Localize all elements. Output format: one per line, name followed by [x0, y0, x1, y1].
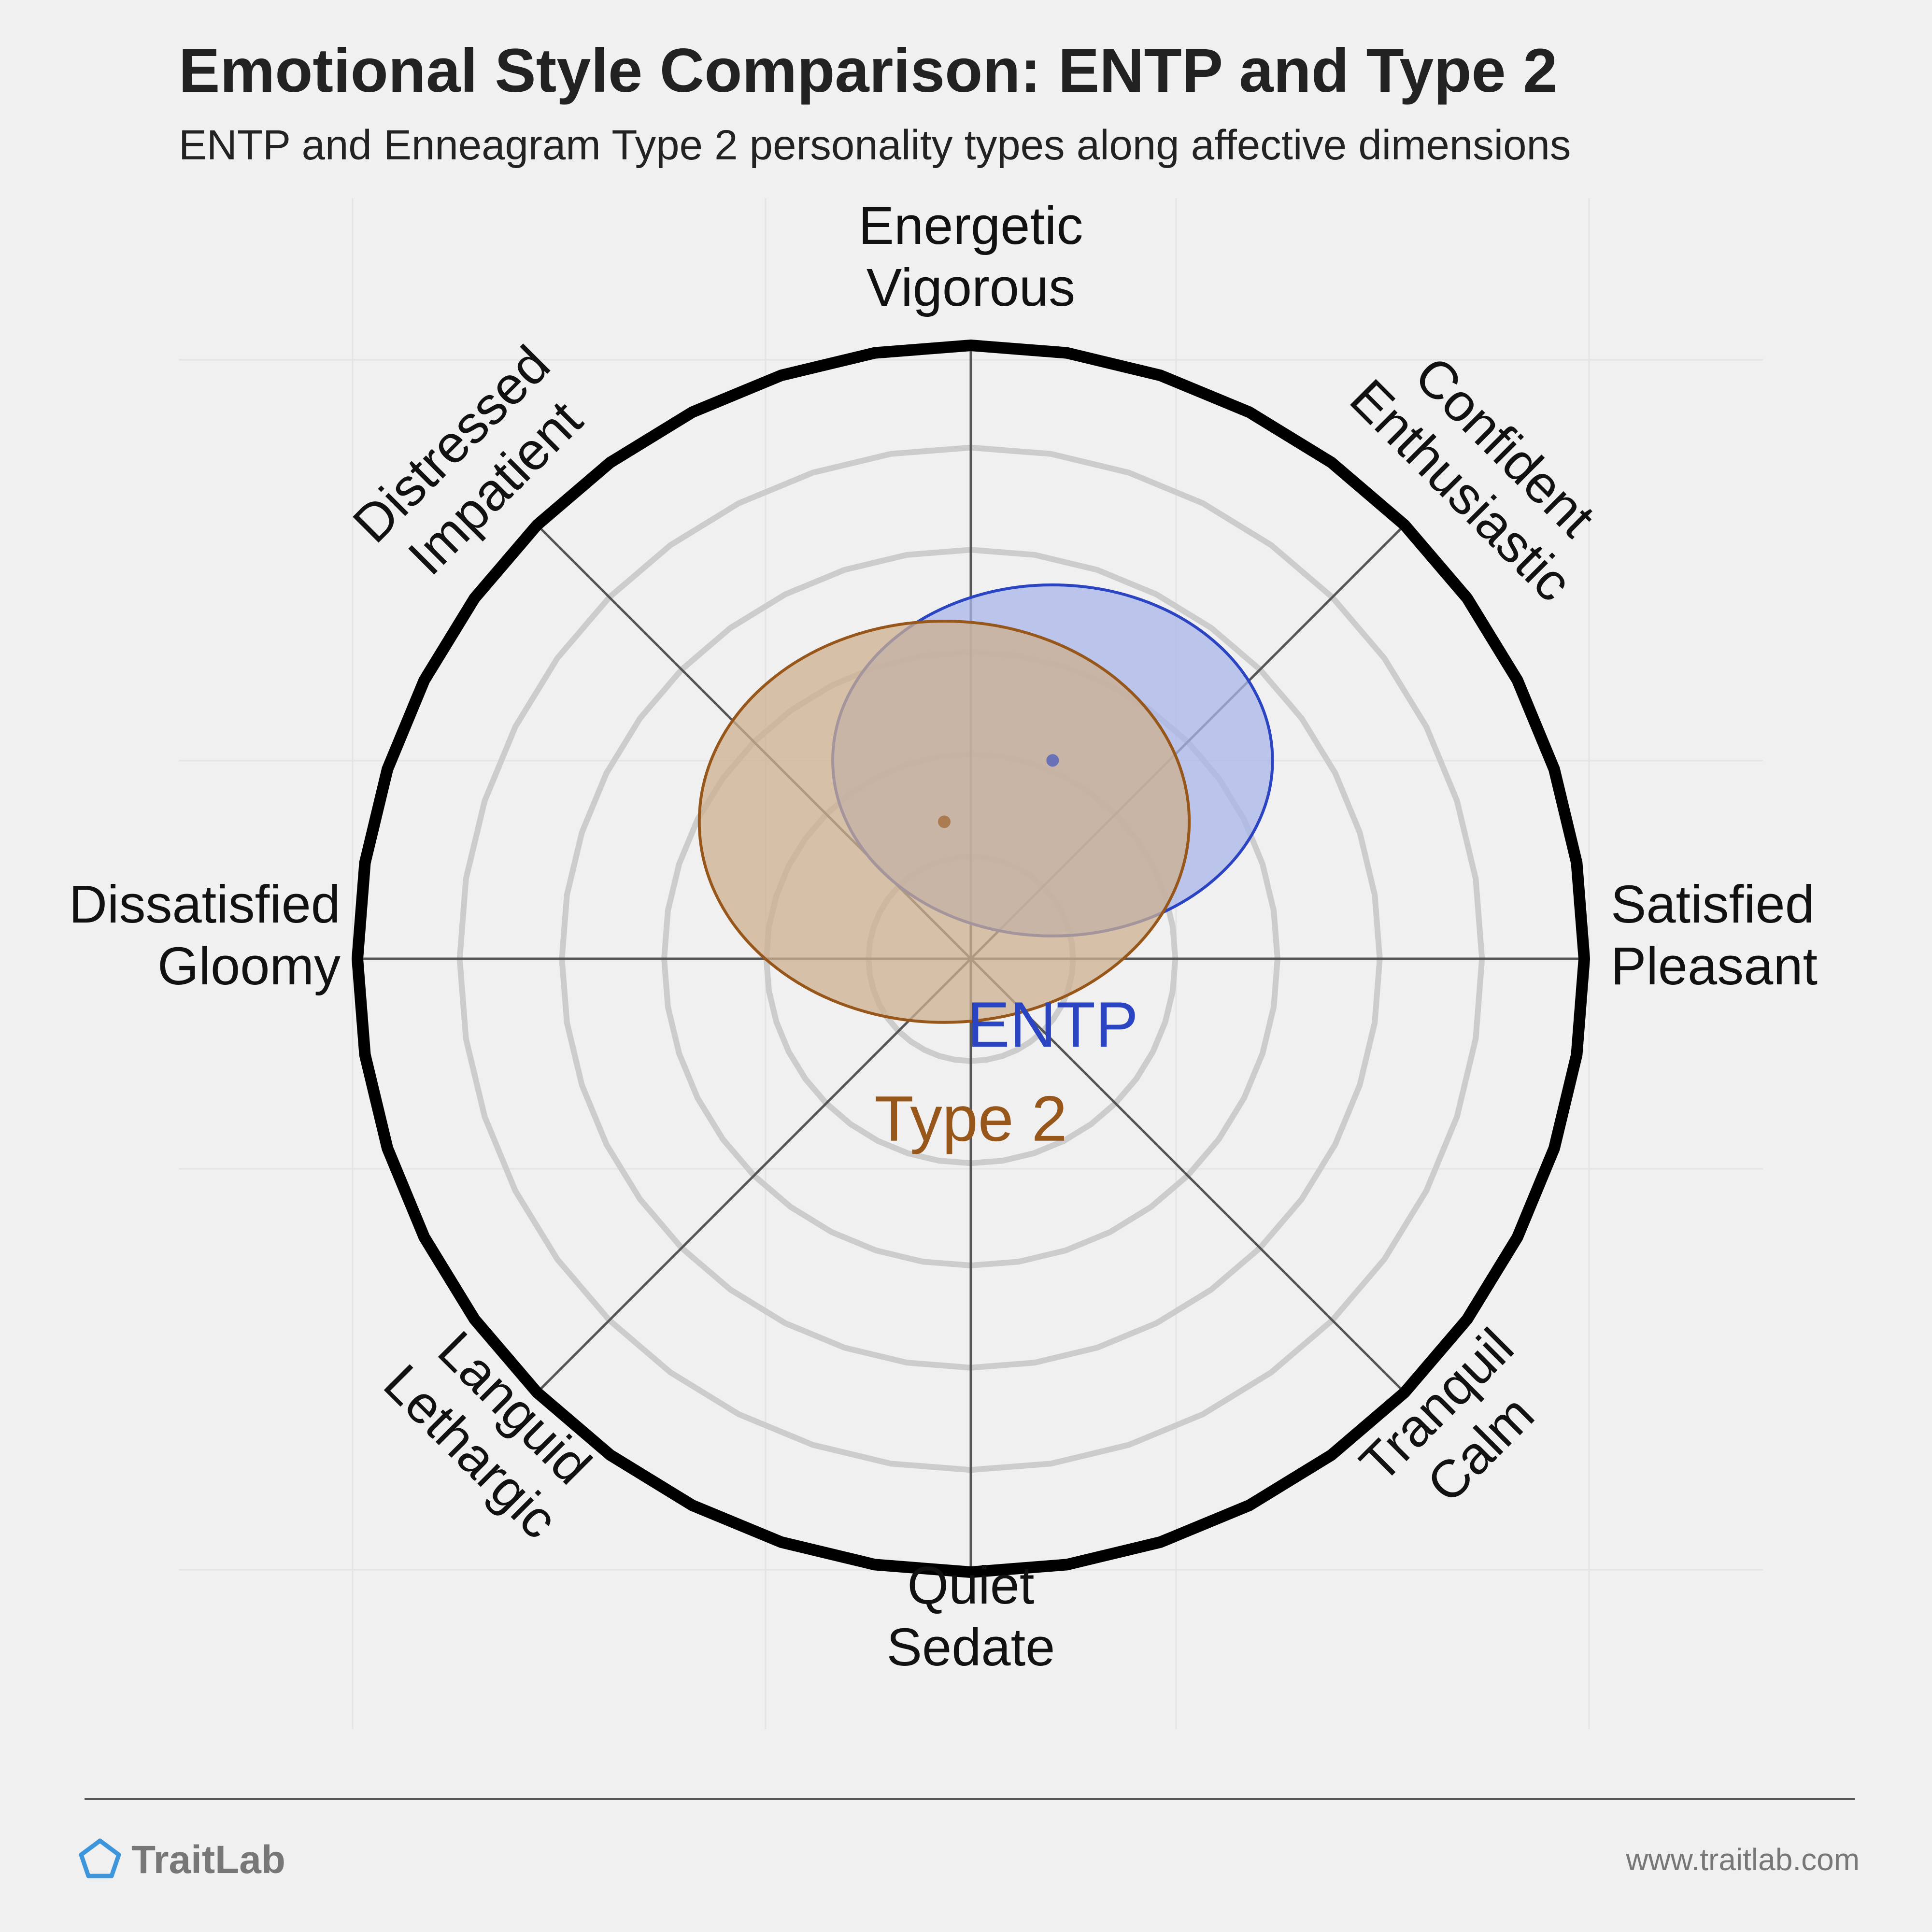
- axis-label-bottom-right: TranquilCalm: [1349, 1317, 1569, 1537]
- outer-ring-path: [352, 340, 1590, 1578]
- footer-brand: TraitLab: [131, 1838, 285, 1882]
- outer-ring: [352, 340, 1590, 1578]
- axis-label-right: Satisfied Pleasant: [1611, 875, 1818, 996]
- axis-label-line: Sedate: [887, 1618, 1055, 1677]
- axis-label-bottom-left: LanguidLethargic: [372, 1309, 612, 1549]
- axis-label-line: Dissatisfied: [69, 875, 341, 934]
- series-ellipses: [697, 583, 1274, 1024]
- axis-label-line: Satisfied: [1611, 875, 1815, 934]
- axis-label-top-right: ConfidentEnthusiastic: [1339, 324, 1627, 612]
- series-labels: ENTP Type 2: [874, 989, 1138, 1155]
- series-point-type-2: [938, 815, 951, 828]
- traitlab-logo-icon: [79, 1838, 121, 1878]
- axis-label-top: Energetic Vigorous: [859, 196, 1083, 317]
- axis-label-top-left: DistressedImpatient: [341, 334, 605, 597]
- axis-label-bottom: Quiet Sedate: [887, 1556, 1055, 1677]
- series-point-entp: [1046, 754, 1059, 767]
- series-points: [938, 754, 1059, 828]
- chart-subtitle: ENTP and Enneagram Type 2 personality ty…: [179, 122, 1571, 169]
- axis-label-line: Vigorous: [867, 258, 1075, 317]
- axis-label-line: Energetic: [859, 196, 1083, 256]
- axis-label-line: Pleasant: [1611, 937, 1818, 996]
- chart-title: Emotional Style Comparison: ENTP and Typ…: [179, 36, 1557, 105]
- axis-label-line: Quiet: [908, 1556, 1035, 1615]
- footer-url: www.traitlab.com: [1625, 1842, 1860, 1877]
- axis-label-left: Dissatisfied Gloomy: [69, 875, 341, 996]
- series-label-type-2: Type 2: [874, 1083, 1067, 1155]
- series-label-entp: ENTP: [967, 989, 1138, 1061]
- axis-label-line: Gloomy: [157, 937, 341, 996]
